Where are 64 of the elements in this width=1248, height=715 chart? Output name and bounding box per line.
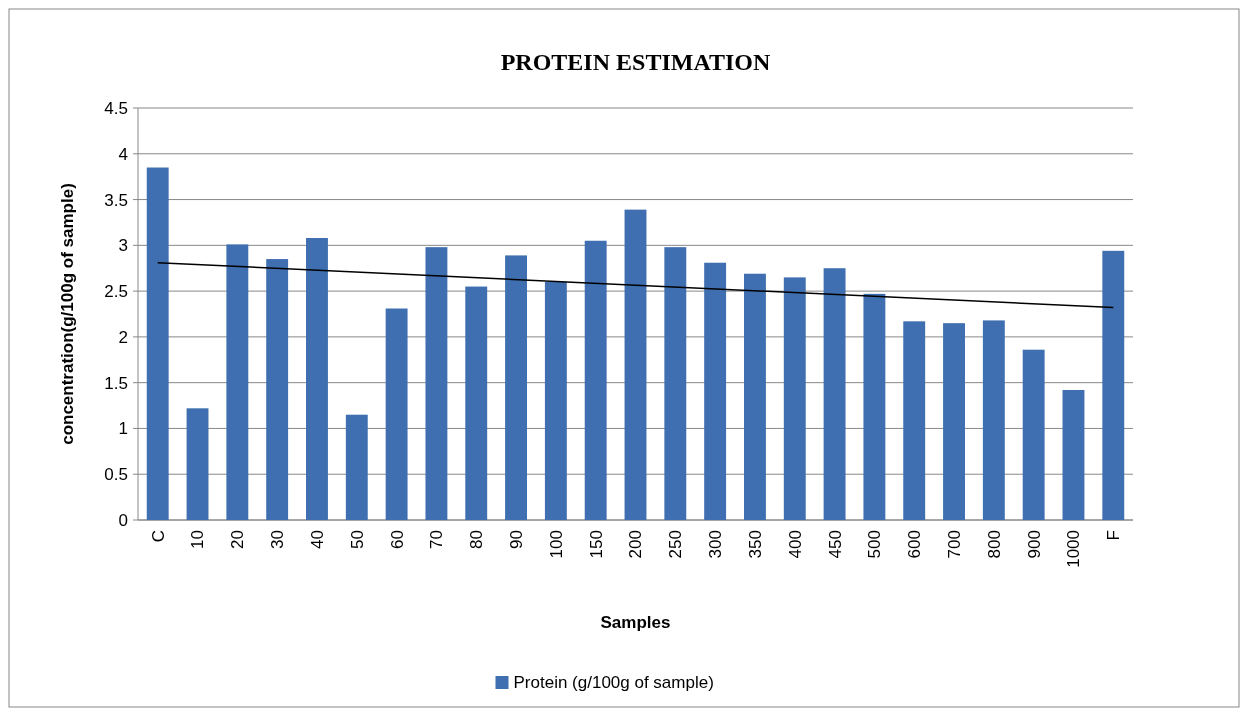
bar (345, 414, 368, 520)
x-tick-label: 900 (1024, 530, 1044, 559)
x-tick-label: 700 (944, 530, 964, 559)
y-tick-label: 1 (118, 419, 128, 439)
bar (226, 244, 249, 520)
y-tick-label: 2.5 (104, 282, 128, 302)
y-tick-label: 0 (118, 510, 128, 530)
x-tick-label: 500 (865, 530, 885, 559)
x-tick-label: 90 (507, 530, 526, 549)
x-tick-label: 70 (427, 530, 447, 549)
bar (544, 281, 567, 520)
bar (744, 273, 766, 520)
bar (863, 293, 886, 520)
bar (425, 247, 448, 520)
bar (306, 238, 328, 520)
x-tick-label: 10 (188, 530, 208, 549)
bar (266, 259, 289, 520)
y-tick-label: 3.5 (104, 190, 128, 210)
bar (1022, 349, 1045, 520)
x-tick-label: 600 (905, 530, 925, 559)
bar (1062, 389, 1085, 520)
y-tick-label: 3 (118, 236, 128, 256)
bar (783, 277, 806, 520)
x-tick-label: 150 (586, 530, 606, 559)
x-tick-label: 350 (745, 530, 765, 559)
x-tick-label: 400 (785, 530, 805, 559)
y-tick-label: 2 (118, 327, 128, 347)
x-tick-label: 20 (228, 530, 248, 549)
bar (465, 286, 488, 520)
bar (903, 321, 926, 520)
x-tick-label: 40 (307, 530, 327, 549)
x-tick-label: 300 (706, 530, 726, 559)
bar (664, 247, 687, 520)
legend-label: Protein (g/100g of sample) (513, 673, 714, 692)
y-tick-label: 0.5 (104, 465, 128, 485)
bar (584, 240, 607, 520)
bar (146, 167, 169, 520)
x-tick-label: 800 (984, 530, 1004, 559)
chart-title: PROTEIN ESTIMATION (500, 49, 771, 75)
x-tick-label: 60 (387, 530, 407, 549)
x-tick-label: 80 (467, 530, 487, 549)
x-axis-title: Samples (600, 613, 671, 632)
x-tick-label: 30 (268, 530, 288, 549)
x-tick-label: F (1104, 530, 1124, 541)
bar (823, 268, 846, 520)
bar (943, 323, 965, 520)
bar (505, 255, 527, 520)
bar (624, 209, 647, 520)
x-tick-label: 250 (666, 530, 686, 559)
y-tick-label: 1.5 (104, 373, 128, 393)
x-tick-label: 1000 (1064, 530, 1084, 568)
bar (186, 408, 209, 520)
bar (1102, 250, 1125, 520)
x-tick-label: C (148, 530, 168, 543)
bar (982, 320, 1005, 520)
x-tick-label: 450 (825, 530, 845, 559)
y-axis-title: concentration(g/100g of sample) (58, 183, 77, 445)
x-tick-label: 100 (546, 530, 566, 559)
bar (385, 308, 408, 520)
x-tick-label: 50 (347, 530, 367, 549)
x-tick-label: 200 (626, 530, 646, 559)
y-tick-label: 4.5 (104, 98, 128, 118)
bar (704, 262, 727, 520)
y-tick-label: 4 (118, 144, 128, 164)
